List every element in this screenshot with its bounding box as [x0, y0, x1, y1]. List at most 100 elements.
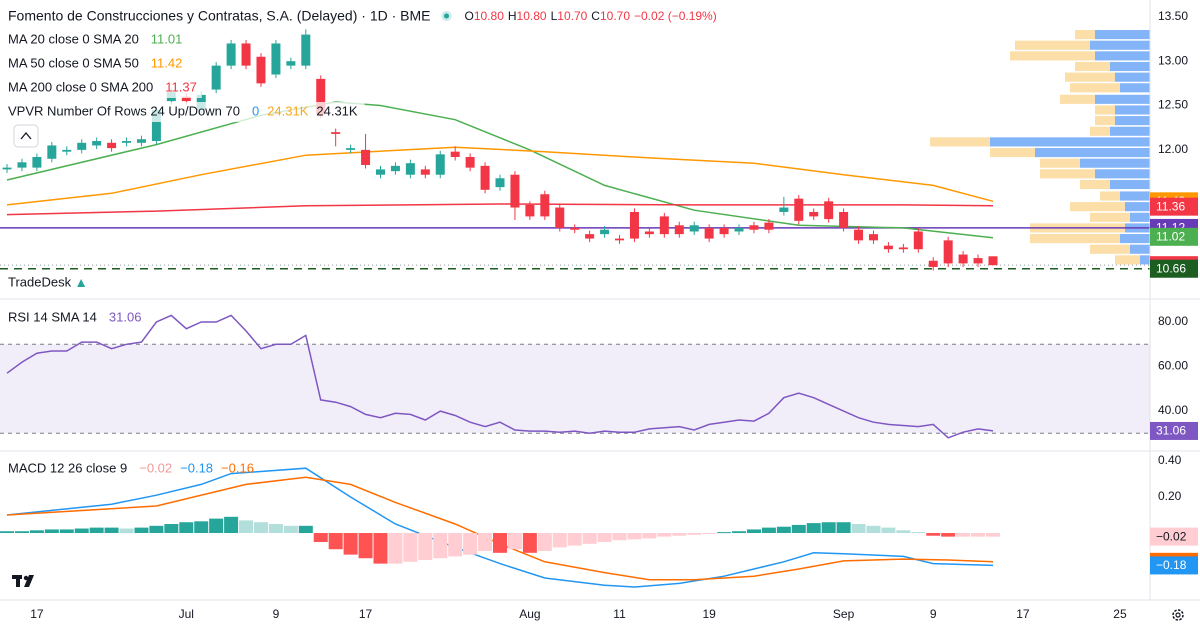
x-tick-label: Aug	[519, 607, 540, 621]
candle-body	[764, 222, 774, 230]
candle-body	[226, 43, 236, 66]
histogram-bar	[672, 533, 687, 536]
logo-part	[23, 575, 29, 581]
vp-up-bar	[1130, 212, 1150, 222]
annotation: TradeDesk	[8, 274, 72, 289]
vp-up-bar	[1120, 234, 1150, 244]
settings-icon[interactable]	[1172, 609, 1184, 621]
candle-body	[913, 231, 923, 250]
vp-down-bar	[1030, 234, 1120, 244]
rsi-band	[0, 344, 1150, 434]
candle-body	[674, 225, 684, 235]
legend-text: −0.02 (−0.19%)	[634, 9, 717, 23]
legend-text: 11.01	[151, 31, 183, 46]
legend-text: 24.31K	[267, 103, 309, 118]
vp-down-bar	[1040, 169, 1095, 179]
legend-text: MACD 12 26 close 9	[8, 460, 127, 475]
histogram-bar	[104, 527, 119, 534]
histogram-bar	[343, 533, 358, 555]
candle-body	[62, 149, 72, 152]
candle-body	[301, 34, 311, 66]
legend-text: 31.06	[109, 309, 142, 324]
settings-icon-center	[1175, 612, 1181, 618]
candle-body	[450, 151, 460, 157]
candle-body	[136, 139, 146, 143]
y-tick-label: 13.50	[1158, 9, 1188, 23]
candle-body	[854, 229, 864, 241]
histogram-bar	[14, 531, 29, 534]
legend-row-background	[5, 30, 188, 50]
histogram-bar	[612, 533, 627, 541]
legend-text: −0.16	[221, 460, 254, 475]
histogram-bar	[985, 533, 1000, 537]
candle-body	[17, 162, 27, 168]
legend-text: 24.31K	[316, 103, 358, 118]
candle-body	[2, 167, 12, 170]
candle-body	[211, 65, 221, 90]
x-tick-label: Sep	[833, 607, 855, 621]
histogram-bar	[717, 532, 732, 534]
rsi-line	[6, 314, 994, 439]
candle-body	[644, 231, 654, 235]
histogram-bar	[463, 533, 478, 555]
y-tick-label: 0.20	[1158, 489, 1182, 503]
legend: Fomento de Construcciones y Contratas, S…	[8, 8, 717, 476]
y-tick-label: 13.00	[1158, 53, 1188, 67]
candle-body	[883, 245, 893, 250]
histogram-bar	[866, 525, 881, 534]
histogram-bar	[448, 533, 463, 557]
candle-body	[809, 211, 819, 217]
vp-down-bar	[1090, 212, 1130, 222]
histogram-bar	[836, 522, 851, 534]
histogram-bar	[702, 533, 717, 535]
candle-body	[331, 132, 341, 134]
histogram-bar	[358, 533, 373, 559]
candle-body	[435, 154, 445, 175]
histogram-bar	[746, 529, 761, 534]
vp-up-bar	[1115, 105, 1150, 115]
histogram-bar	[283, 525, 298, 534]
histogram-bar	[149, 525, 164, 534]
legend-text: 10.80	[517, 9, 547, 23]
candle-body	[32, 156, 42, 168]
histogram-bar	[896, 530, 911, 534]
y-tick-label: 0.40	[1158, 453, 1182, 467]
vp-up-bar	[1095, 51, 1150, 61]
vp-up-bar	[1095, 94, 1150, 104]
collapse-button[interactable]	[13, 124, 39, 148]
volume-profile	[930, 30, 1150, 265]
histogram-bar	[373, 533, 388, 564]
y-tick-label: 80.00	[1158, 314, 1188, 328]
moving-average-line	[6, 203, 994, 216]
vp-down-bar	[1090, 126, 1110, 136]
histogram-bar	[687, 533, 702, 535]
y-tick-label: 12.50	[1158, 98, 1188, 112]
vp-down-bar	[1075, 30, 1095, 40]
histogram-bar	[134, 527, 149, 534]
vp-down-bar	[1100, 191, 1120, 201]
logo-part	[16, 575, 20, 587]
collapse-icon	[20, 131, 32, 140]
candle-body	[689, 225, 699, 232]
histogram-bar	[732, 531, 747, 534]
vp-up-bar	[1115, 116, 1150, 126]
histogram-bar	[941, 533, 956, 537]
candle-body	[77, 142, 87, 150]
price-badge: 11.02	[1156, 229, 1185, 243]
vp-up-bar	[1090, 40, 1150, 50]
candle-body	[898, 247, 908, 250]
legend-text: RSI 14 SMA 14	[8, 309, 97, 324]
logo-part	[24, 575, 34, 587]
vp-up-bar	[1080, 158, 1150, 168]
vp-down-bar	[1010, 51, 1095, 61]
histogram-bar	[552, 533, 567, 548]
candle-body	[973, 258, 983, 264]
histogram-bar	[403, 533, 418, 562]
x-tick-label: 19	[702, 607, 716, 621]
vp-up-bar	[1140, 255, 1150, 265]
legend-row-background	[5, 78, 202, 98]
legend-text: 10.70	[600, 9, 630, 23]
candle-body	[779, 207, 789, 212]
histogram-bar	[537, 533, 552, 552]
